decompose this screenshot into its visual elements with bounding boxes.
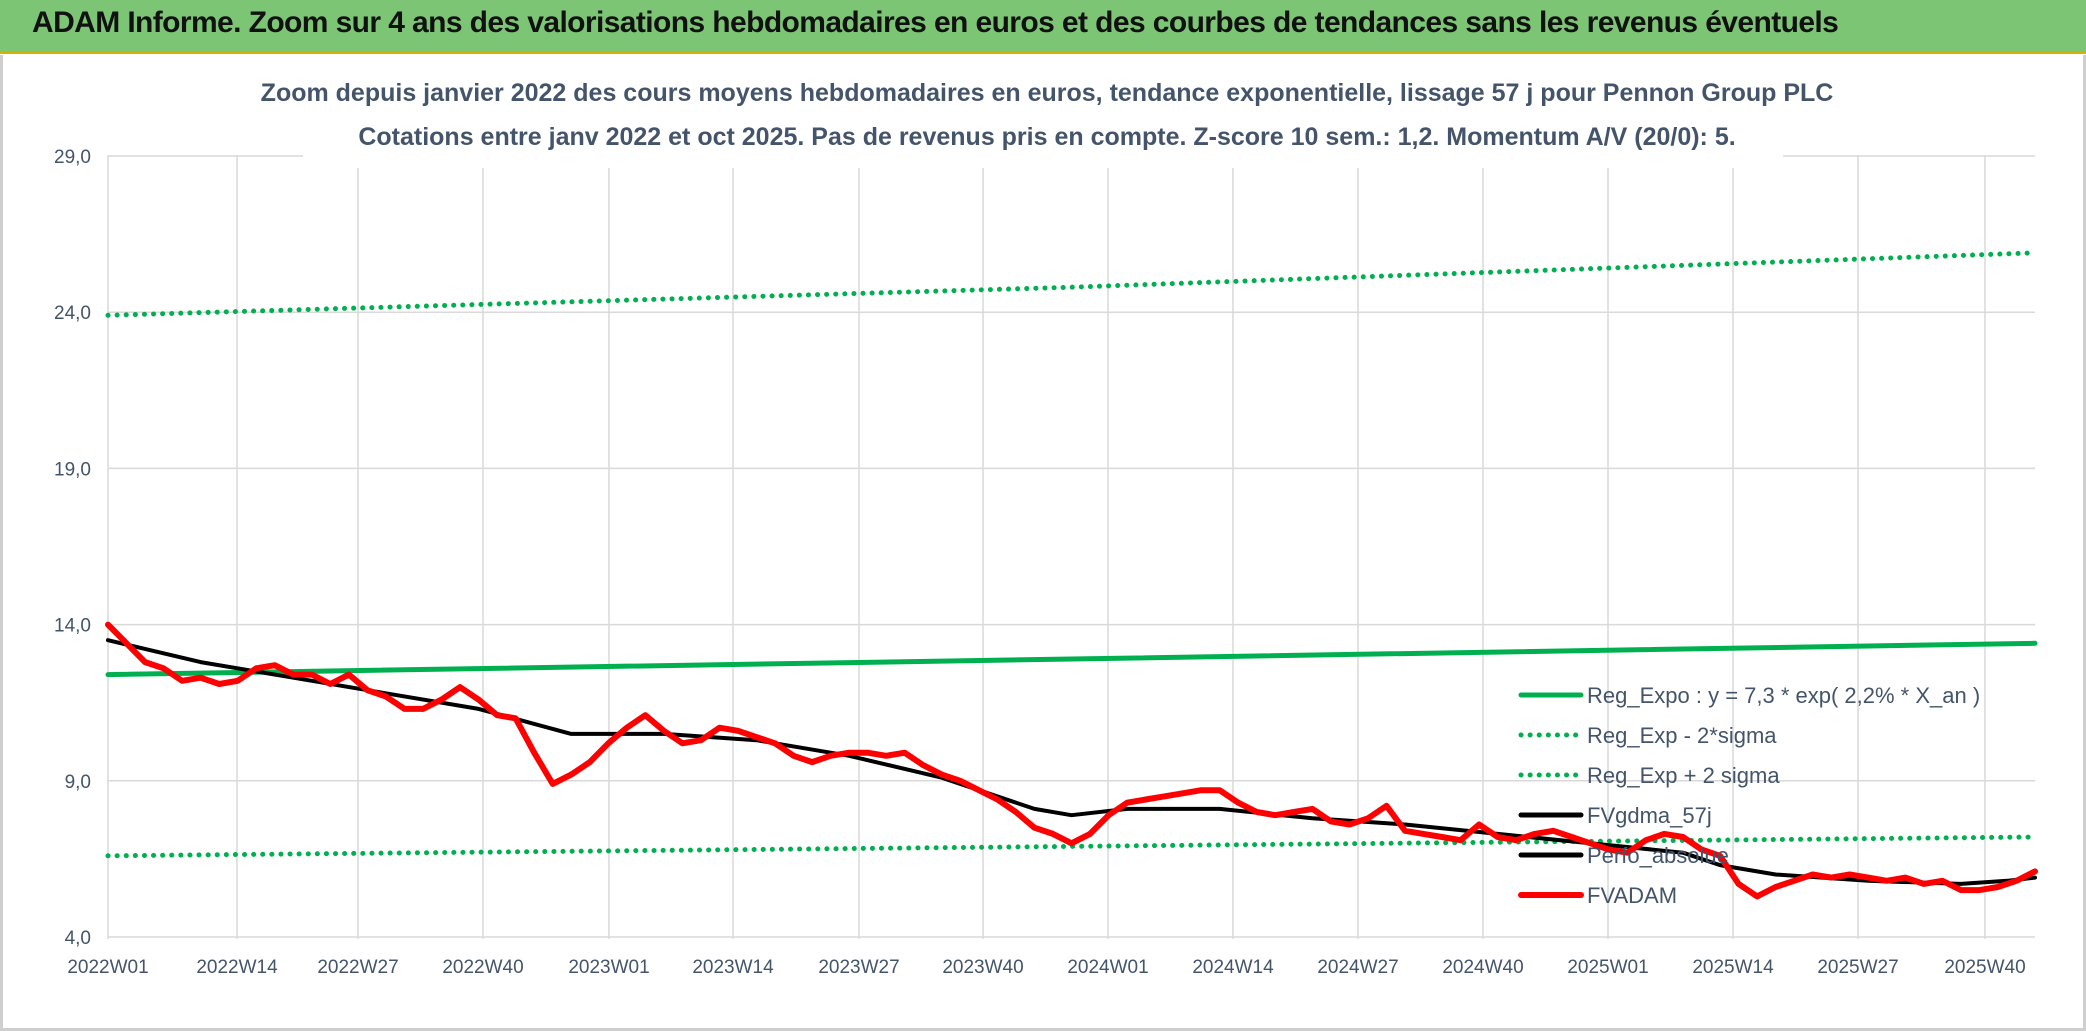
legend-label: FVgdma_57j [1587,803,1712,828]
chart-title: Zoom depuis janvier 2022 des cours moyen… [261,79,1834,107]
plot-grid [107,155,2035,939]
y-axis: 4,0 9,0 14,0 19,0 24,0 29,0 [54,147,91,949]
series-group [105,250,2038,900]
x-tick-label: 2024W01 [1067,957,1148,978]
x-tick-label: 2023W01 [568,957,649,978]
x-tick-label: 2025W01 [1567,957,1648,978]
y-tick-label: 19,0 [54,459,91,480]
legend-label: Reg_Expo : y = 7,3 * exp( 2,2% * X_an ) [1587,683,1980,708]
legend-label: FVADAM [1587,883,1677,908]
x-tick-label: 2022W40 [442,957,523,978]
x-tick-label: 2024W40 [1442,957,1523,978]
series-line [106,638,2037,886]
x-tick-label: 2022W27 [317,957,398,978]
series-line [105,621,2038,900]
chart-frame: Zoom depuis janvier 2022 des cours moyen… [0,55,2086,1031]
legend-label: Reg_Exp - 2*sigma [1587,723,1777,748]
y-tick-label: 9,0 [65,772,91,793]
x-tick-label: 2023W14 [692,957,774,978]
series-line [105,250,2038,318]
y-tick-label: 4,0 [65,928,91,949]
banner: ADAM Informe. Zoom sur 4 ans des valoris… [0,0,2086,54]
legend-label: Perfo_absolue [1587,843,1729,868]
line-chart: Zoom depuis janvier 2022 des cours moyen… [54,63,2038,978]
x-tick-label: 2024W27 [1317,957,1398,978]
x-tick-label: 2025W27 [1817,957,1898,978]
x-tick-label: 2022W01 [67,957,148,978]
series-line [105,834,2038,859]
x-tick-label: 2025W14 [1692,957,1774,978]
x-tick-label: 2023W27 [818,957,899,978]
legend-label: Reg_Exp + 2 sigma [1587,763,1780,788]
banner-title: ADAM Informe. Zoom sur 4 ans des valoris… [32,6,1839,39]
x-tick-label: 2024W14 [1192,957,1274,978]
y-tick-label: 24,0 [54,303,91,324]
x-axis: 2022W01 2022W14 2022W27 2022W40 2023W01 2023W… [67,957,2025,978]
legend: Reg_Expo : y = 7,3 * exp( 2,2% * X_an ) R… [1518,683,1980,908]
y-tick-label: 29,0 [54,147,91,168]
series-line [105,640,2038,678]
title-backdrop [303,63,1783,168]
x-tick-label: 2023W40 [942,957,1023,978]
x-tick-label: 2022W14 [196,957,278,978]
chart-subtitle: Cotations entre janv 2022 et oct 2025. P… [358,123,1735,151]
x-tick-label: 2025W40 [1944,957,2025,978]
y-tick-label: 14,0 [54,616,91,637]
